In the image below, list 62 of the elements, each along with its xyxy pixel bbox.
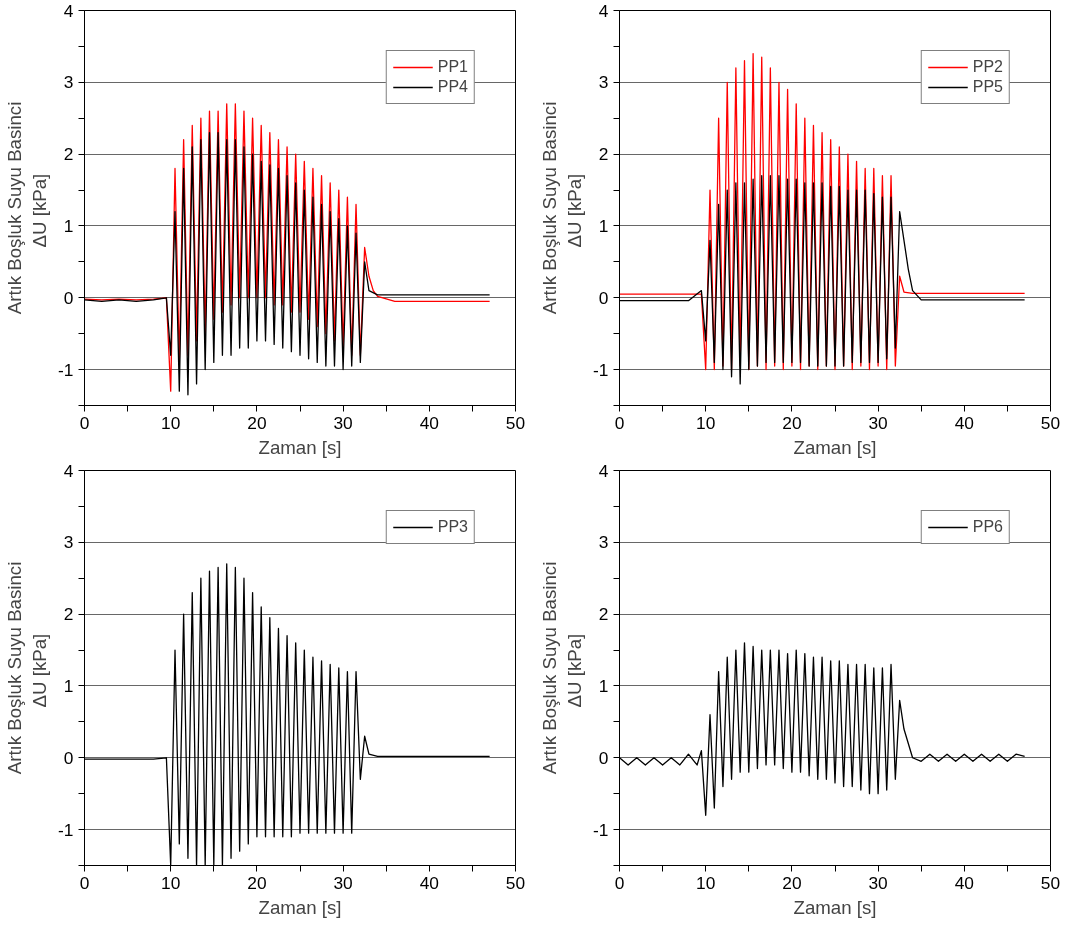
y-tick-label: 0 bbox=[598, 747, 609, 768]
y-tick-label: 4 bbox=[598, 460, 609, 481]
y-tick-label: 0 bbox=[598, 287, 609, 308]
legend-label: PP2 bbox=[972, 58, 1003, 76]
x-tick-label: 20 bbox=[247, 412, 267, 433]
y-tick-label: 4 bbox=[63, 460, 74, 481]
y-tick-label: -1 bbox=[593, 359, 609, 380]
x-tick-label: 10 bbox=[161, 412, 181, 433]
y-tick-label: 3 bbox=[598, 532, 609, 553]
x-tick-label: 30 bbox=[333, 412, 353, 433]
y-tick-label: 1 bbox=[598, 675, 609, 696]
x-tick-label: 20 bbox=[782, 872, 802, 893]
y-tick-label: 4 bbox=[598, 0, 609, 21]
y-axis-title: Artık Boşluk Suyu Basinci ΔU [kPa] bbox=[3, 101, 51, 315]
y-tick-label: -1 bbox=[58, 359, 74, 380]
x-tick-label: 0 bbox=[79, 412, 90, 433]
x-tick-label: 10 bbox=[161, 872, 181, 893]
x-tick-label: 10 bbox=[696, 872, 716, 893]
y-tick-label: 3 bbox=[598, 72, 609, 93]
x-axis-title: Zaman [s] bbox=[258, 896, 342, 918]
x-axis-title: Zaman [s] bbox=[793, 896, 877, 918]
x-tick-label: 0 bbox=[79, 872, 90, 893]
x-tick-label: 20 bbox=[782, 412, 802, 433]
y-axis-title: Artık Boşluk Suyu Basinci ΔU [kPa] bbox=[3, 561, 51, 775]
y-tick-label: 0 bbox=[63, 287, 74, 308]
y-tick-label: 3 bbox=[63, 532, 74, 553]
x-tick-label: 0 bbox=[614, 412, 625, 433]
legend-label: PP6 bbox=[972, 518, 1003, 536]
y-tick-label: 2 bbox=[598, 144, 609, 165]
x-tick-label: 40 bbox=[419, 872, 439, 893]
x-tick-label: 30 bbox=[333, 872, 353, 893]
y-tick-label: 2 bbox=[598, 604, 609, 625]
x-axis-title: Zaman [s] bbox=[793, 436, 877, 458]
legend-label: PP1 bbox=[437, 58, 468, 76]
y-axis-title: Artık Boşluk Suyu Basinci ΔU [kPa] bbox=[538, 101, 586, 315]
x-tick-label: 0 bbox=[614, 872, 625, 893]
legend-label: PP5 bbox=[972, 78, 1003, 96]
legend-label: PP4 bbox=[437, 78, 468, 96]
y-tick-label: -1 bbox=[58, 819, 74, 840]
x-tick-label: 50 bbox=[505, 872, 526, 893]
y-tick-label: 4 bbox=[63, 0, 74, 21]
x-axis-title: Zaman [s] bbox=[258, 436, 342, 458]
y-tick-label: 1 bbox=[63, 675, 74, 696]
y-axis-title: Artık Boşluk Suyu Basinci ΔU [kPa] bbox=[538, 561, 586, 775]
x-tick-label: 20 bbox=[247, 872, 267, 893]
y-tick-label: -1 bbox=[593, 819, 609, 840]
x-tick-label: 40 bbox=[419, 412, 439, 433]
legend-label: PP3 bbox=[437, 518, 468, 536]
x-tick-label: 30 bbox=[868, 872, 888, 893]
y-tick-label: 2 bbox=[63, 604, 74, 625]
y-tick-label: 3 bbox=[63, 72, 74, 93]
x-tick-label: 10 bbox=[696, 412, 716, 433]
y-tick-label: 2 bbox=[63, 144, 74, 165]
y-tick-label: 1 bbox=[63, 215, 74, 236]
x-tick-label: 50 bbox=[505, 412, 526, 433]
y-tick-label: 0 bbox=[63, 747, 74, 768]
x-tick-label: 40 bbox=[954, 872, 974, 893]
y-tick-label: 1 bbox=[598, 215, 609, 236]
x-tick-label: 50 bbox=[1040, 412, 1061, 433]
x-tick-label: 40 bbox=[954, 412, 974, 433]
x-tick-label: 30 bbox=[868, 412, 888, 433]
x-tick-label: 50 bbox=[1040, 872, 1061, 893]
